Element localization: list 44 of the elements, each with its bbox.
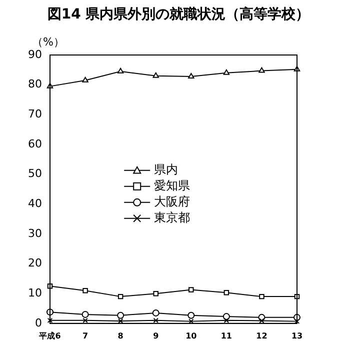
y-tick-label: 40 — [28, 196, 42, 210]
x-tick-label: 平成6 — [38, 331, 62, 340]
legend-label: 大阪府 — [154, 194, 190, 209]
point — [188, 287, 194, 292]
point — [152, 72, 159, 78]
y-axis-title: （%） — [32, 35, 64, 48]
point — [188, 312, 195, 319]
point — [153, 290, 158, 296]
y-tick-label: 80 — [28, 78, 42, 91]
y-tick-label: 30 — [28, 226, 42, 240]
x-tick-label: 11 — [220, 331, 232, 340]
x-tick-label: 9 — [153, 331, 160, 340]
y-tick-label: 50 — [28, 167, 42, 180]
y-tick-label: 20 — [28, 256, 42, 270]
point — [259, 318, 264, 324]
point — [82, 288, 88, 294]
x-tick-label: 10 — [186, 331, 198, 340]
point — [224, 318, 230, 324]
y-tick-label: 70 — [28, 108, 42, 121]
point — [153, 318, 158, 324]
legend-label: 愛知県 — [154, 178, 190, 193]
point — [82, 318, 88, 324]
x-tick-label: 8 — [118, 331, 124, 340]
y-tick-label: 60 — [28, 137, 42, 150]
x-tick-label: 7 — [82, 331, 88, 340]
point — [224, 290, 230, 296]
point — [117, 312, 124, 319]
legend-label: 東京都 — [154, 210, 190, 225]
point — [152, 309, 160, 316]
x-tick-label: 12 — [256, 331, 268, 340]
point — [223, 69, 230, 75]
chart-title: 図14 県内県外別の就職状況（高等学校） — [47, 6, 310, 23]
point — [82, 76, 88, 82]
point — [82, 310, 89, 318]
y-tick-label: 90 — [28, 48, 42, 61]
point — [117, 68, 124, 74]
y-tick-label: 10 — [28, 286, 42, 300]
point — [259, 294, 264, 300]
legend-label: 県内 — [154, 162, 178, 177]
point — [118, 294, 124, 300]
x-tick-label: 13 — [291, 331, 303, 340]
point — [188, 72, 194, 78]
y-tick-label: 0 — [34, 316, 42, 330]
point — [258, 67, 265, 73]
